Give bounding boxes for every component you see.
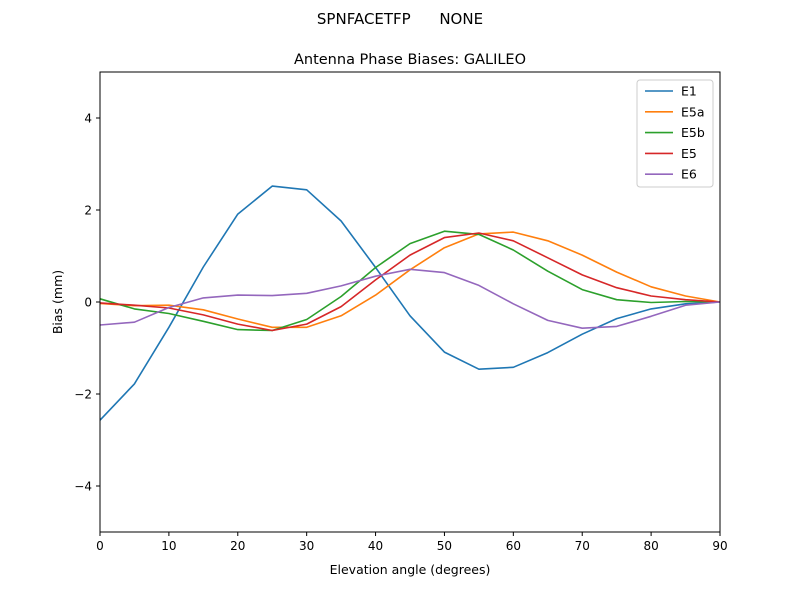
legend-box xyxy=(636,79,714,188)
series-layer xyxy=(99,185,721,421)
chart-title: Antenna Phase Biases: GALILEO xyxy=(294,52,526,68)
x-tick-label: 20 xyxy=(230,539,245,553)
x-tick-label: 0 xyxy=(96,539,104,553)
y-tick-label: −4 xyxy=(74,480,92,494)
legend-label: E1 xyxy=(681,84,697,99)
series-line-e1 xyxy=(99,185,721,421)
x-axis-label: Elevation angle (degrees) xyxy=(330,562,491,577)
y-tick-label: 2 xyxy=(84,204,92,218)
x-tick-label: 90 xyxy=(712,539,727,553)
legend-label: E6 xyxy=(681,167,697,182)
y-tick-label: −2 xyxy=(74,388,92,402)
y-tick-label: 4 xyxy=(84,112,92,126)
x-tick-label: 70 xyxy=(575,539,590,553)
chart-suptitle: SPNFACETFP NONE xyxy=(317,10,483,28)
y-tick-label: 0 xyxy=(84,296,92,310)
series-line-e6 xyxy=(99,268,721,330)
legend: E1 E5a E5b E5 E6 xyxy=(636,79,714,188)
x-tick-label: 30 xyxy=(299,539,314,553)
legend-label: E5 xyxy=(681,146,697,161)
x-tick-label: 50 xyxy=(437,539,452,553)
series-line-e5b xyxy=(99,230,721,332)
x-tick-label: 10 xyxy=(161,539,176,553)
legend-label: E5a xyxy=(681,104,705,119)
series-line-e5 xyxy=(99,232,721,332)
x-tick-label: 40 xyxy=(368,539,383,553)
legend-label: E5b xyxy=(681,125,705,140)
y-axis-label: Bias (mm) xyxy=(50,270,65,334)
axis-ticks: 0 10 20 30 40 50 60 70 80 90 −4 −2 0 2 4 xyxy=(74,112,727,554)
x-tick-label: 80 xyxy=(643,539,658,553)
x-tick-label: 60 xyxy=(506,539,521,553)
plot-frame xyxy=(99,71,721,533)
